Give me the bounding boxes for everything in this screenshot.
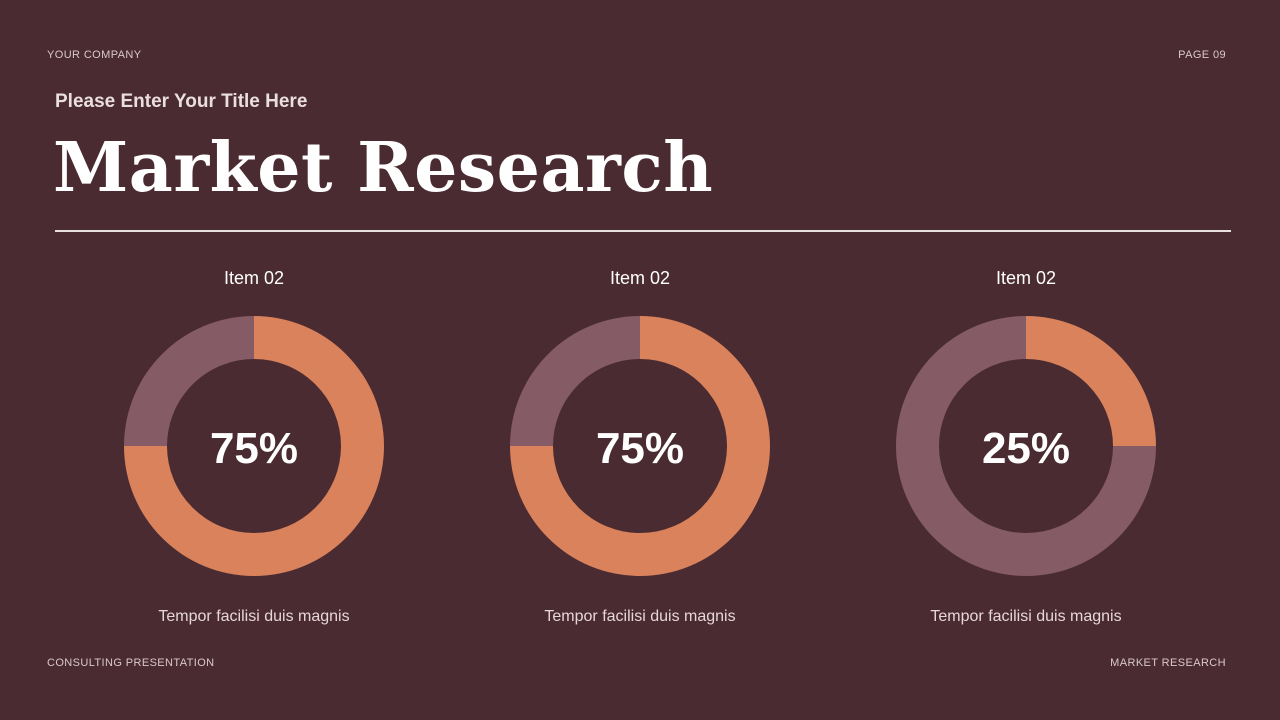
title-divider	[55, 230, 1231, 232]
footer-section-label: MARKET RESEARCH	[1110, 657, 1226, 669]
donut-title: Item 02	[609, 268, 671, 288]
donut-chart-1: Item 02 75% Tempor facilisi duis magnis	[104, 266, 404, 636]
donut-svg	[510, 316, 770, 576]
donut-value-label: 75%	[595, 424, 685, 473]
donut-remainder-slice	[896, 316, 1156, 576]
donut-title: Item 02	[995, 268, 1057, 288]
donut-svg	[124, 316, 384, 576]
donut-caption: Tempor facilisi duis magnis	[544, 608, 736, 625]
page-subtitle: Please Enter Your Title Here	[55, 91, 308, 112]
donut-svg	[896, 316, 1156, 576]
donut-value-label: 25%	[981, 424, 1071, 473]
company-name: YOUR COMPANY	[47, 49, 142, 61]
donut-value-slice	[510, 316, 770, 576]
donut-value-label: 75%	[209, 424, 299, 473]
page-title: Market Research	[53, 128, 714, 208]
donut-remainder-slice	[510, 316, 640, 446]
donut-caption: Tempor facilisi duis magnis	[158, 608, 350, 625]
donut-value-slice	[124, 316, 384, 576]
donut-title: Item 02	[223, 268, 285, 288]
donut-remainder-slice	[124, 316, 254, 446]
donut-chart-3: Item 02 25% Tempor facilisi duis magnis	[876, 266, 1176, 636]
donut-caption: Tempor facilisi duis magnis	[930, 608, 1122, 625]
donut-value-slice	[1026, 316, 1156, 446]
page-number: PAGE 09	[1178, 49, 1226, 61]
footer-presentation-label: CONSULTING PRESENTATION	[47, 657, 215, 669]
donut-chart-2: Item 02 75% Tempor facilisi duis magnis	[490, 266, 790, 636]
